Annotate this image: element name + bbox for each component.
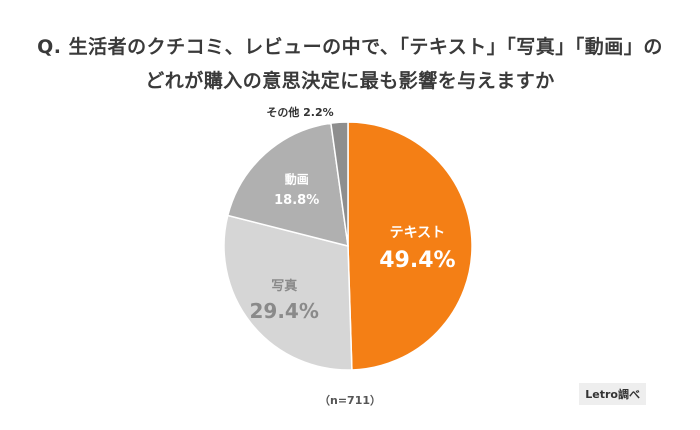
- slice-label-video: 動画: [285, 172, 309, 187]
- slice-value-text: 49.4%: [379, 248, 455, 273]
- question-title: Q. 生活者のクチコミ、レビューの中で、「テキスト」「写真」「動画」の どれが購…: [0, 30, 700, 98]
- pie-slice-video: [226, 122, 349, 248]
- slice-value-photo: 29.4%: [250, 299, 319, 323]
- slice-label-other: その他 2.2%: [266, 105, 333, 119]
- pie-slice-other: [330, 121, 349, 247]
- slice-label-text: テキスト: [390, 225, 446, 241]
- source-badge: Letro調べ: [579, 383, 646, 405]
- slice-label-photo: 写真: [271, 278, 297, 294]
- pie-slice-text: [347, 121, 473, 371]
- question-line-2: どれが購入の意思決定に最も影響を与えますか: [145, 70, 555, 92]
- question-line-1: Q. 生活者のクチコミ、レビューの中で、「テキスト」「写真」「動画」の: [37, 36, 663, 58]
- sample-size-note: （n=711）: [318, 394, 382, 407]
- slice-value-video: 18.8%: [274, 193, 319, 208]
- pie-slice-photo: [223, 214, 353, 371]
